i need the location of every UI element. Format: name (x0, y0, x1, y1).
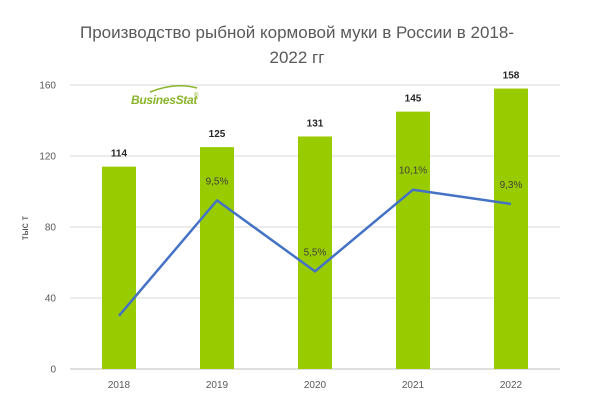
growth-value-label: 9,3% (500, 180, 523, 191)
bar-value-label: 125 (209, 129, 226, 140)
y-tick-label: 160 (39, 81, 56, 92)
x-tick-label: 2018 (108, 380, 131, 391)
y-tick-label: 120 (39, 152, 56, 163)
x-tick-label: 2020 (304, 380, 327, 391)
chart-title: Производство рыбной кормовой муки в Росс… (40, 20, 554, 70)
growth-line-path (118, 188, 512, 317)
logo-registered-mark: ® (194, 92, 199, 99)
growth-value-label: 10,1% (399, 166, 427, 177)
growth-line (118, 188, 512, 317)
businesstat-logo: BusinesStat ® (131, 85, 199, 107)
logo-swoosh-icon (149, 85, 198, 93)
x-tick-label: 2019 (206, 380, 229, 391)
bars (102, 88, 528, 370)
chart-title-line-2: 2022 гг (269, 48, 325, 67)
y-axis-ticks: 0 40 80 120 160 (39, 81, 56, 376)
data-labels: 114 125 131 145 158 9,5% 5,5% 10,1% 9,3% (111, 71, 523, 259)
bar (102, 166, 136, 369)
bar-value-label: 131 (307, 118, 324, 129)
x-tick-label: 2022 (500, 380, 523, 391)
growth-value-label: 5,5% (304, 247, 327, 258)
y-tick-label: 0 (50, 365, 56, 376)
chart-title-line-1: Производство рыбной кормовой муки в Росс… (79, 23, 514, 42)
bar (396, 111, 430, 369)
y-axis-label: тыс т (20, 216, 31, 241)
bar-value-label: 114 (111, 149, 128, 160)
y-tick-label: 40 (45, 294, 57, 305)
bar-value-label: 145 (405, 94, 422, 105)
y-tick-label: 80 (45, 223, 57, 234)
bar (200, 147, 234, 369)
bar (494, 88, 528, 370)
x-tick-label: 2021 (402, 380, 425, 391)
growth-value-label: 9,5% (206, 176, 229, 187)
bar (298, 136, 332, 369)
x-axis-ticks: 2018 2019 2020 2021 2022 (108, 380, 523, 391)
bar-value-label: 158 (503, 71, 520, 82)
logo-text: BusinesStat (131, 93, 198, 107)
